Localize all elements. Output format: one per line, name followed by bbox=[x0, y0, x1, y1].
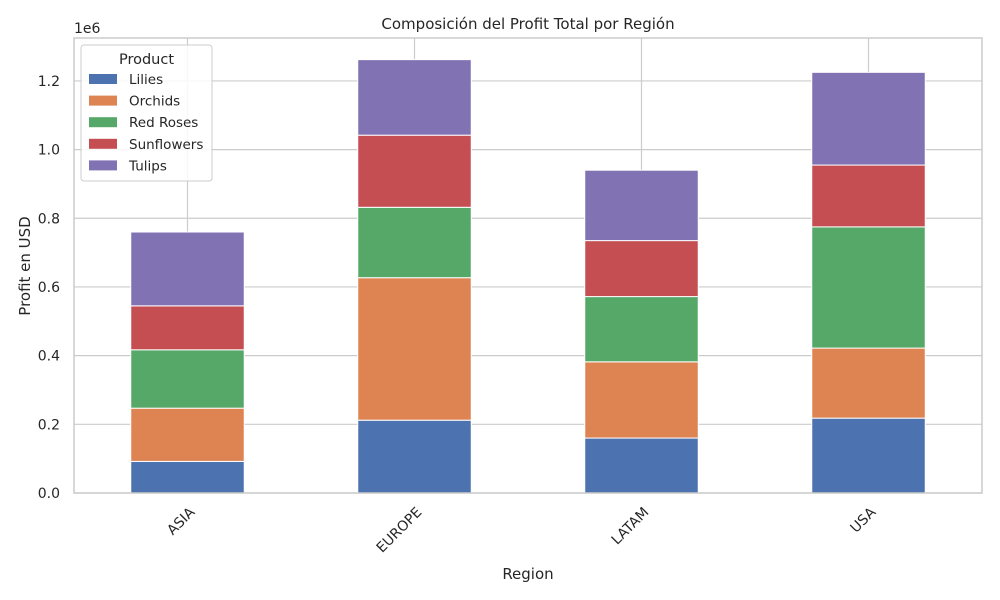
y-tick-label: 1.0 bbox=[38, 143, 60, 159]
legend-title: Product bbox=[119, 52, 174, 68]
bar-segment-tulips bbox=[584, 169, 699, 242]
bar-segment-sunflowers bbox=[357, 134, 472, 208]
bars bbox=[130, 59, 926, 494]
legend-swatch bbox=[89, 74, 117, 84]
legend-label: Orchids bbox=[129, 94, 180, 110]
x-tick-label: EUROPE bbox=[374, 505, 426, 557]
legend-items: Lilies Orchids Red Roses Sunflowers Tulips bbox=[89, 72, 203, 174]
bar-segment-red-roses bbox=[130, 349, 245, 409]
bar-segment-tulips bbox=[357, 59, 472, 136]
x-tick-label: LATAM bbox=[609, 505, 653, 549]
bar-segment-sunflowers bbox=[811, 164, 926, 228]
y-tick-labels: 0.0 0.2 0.4 0.6 0.8 1.0 1.2 bbox=[38, 74, 60, 502]
y-axis-title: Profit en USD bbox=[16, 216, 34, 315]
legend-swatch bbox=[89, 95, 117, 106]
bar-segment-lilies bbox=[357, 419, 472, 494]
legend-label: Tulips bbox=[128, 158, 167, 174]
legend-label: Lilies bbox=[129, 72, 163, 88]
bar-segment-lilies bbox=[130, 460, 245, 494]
x-tick-label: ASIA bbox=[164, 504, 198, 538]
bar-segment-red-roses bbox=[811, 226, 926, 349]
bar-segment-orchids bbox=[357, 277, 472, 421]
bar-segment-tulips bbox=[130, 231, 245, 307]
bar-segment-lilies bbox=[811, 417, 926, 494]
y-tick-label: 0.2 bbox=[38, 417, 60, 433]
plot-frame bbox=[73, 37, 983, 494]
y-multiplier-label: 1e6 bbox=[74, 21, 101, 37]
y-tick-label: 1.2 bbox=[38, 74, 60, 90]
x-axis-title: Region bbox=[502, 565, 553, 583]
bar-segment-lilies bbox=[584, 437, 699, 494]
legend-swatch bbox=[89, 138, 117, 149]
y-tick-label: 0.4 bbox=[38, 349, 60, 365]
bar-segment-orchids bbox=[130, 407, 245, 462]
x-tick-label: USA bbox=[848, 504, 880, 536]
legend: Product Lilies Orchids Red Roses Sunflowers… bbox=[80, 44, 213, 182]
y-tick-label: 0.0 bbox=[38, 486, 60, 502]
bar-segment-orchids bbox=[811, 347, 926, 419]
bar-segment-red-roses bbox=[357, 206, 472, 279]
x-tick-labels: ASIA EUROPE LATAM USA bbox=[164, 504, 879, 556]
bar-segment-sunflowers bbox=[584, 240, 699, 298]
y-tick-label: 0.8 bbox=[38, 211, 60, 227]
bar-segment-red-roses bbox=[584, 296, 699, 363]
legend-swatch bbox=[89, 117, 117, 128]
bar-segment-sunflowers bbox=[130, 305, 245, 351]
chart-title: Composición del Profit Total por Región bbox=[381, 15, 674, 33]
bar-segment-orchids bbox=[584, 361, 699, 439]
y-tick-label: 0.6 bbox=[38, 280, 60, 296]
legend-label: Sunflowers bbox=[129, 137, 203, 153]
bar-segment-tulips bbox=[811, 71, 926, 166]
legend-swatch bbox=[89, 160, 117, 171]
legend-label: Red Roses bbox=[129, 115, 198, 131]
